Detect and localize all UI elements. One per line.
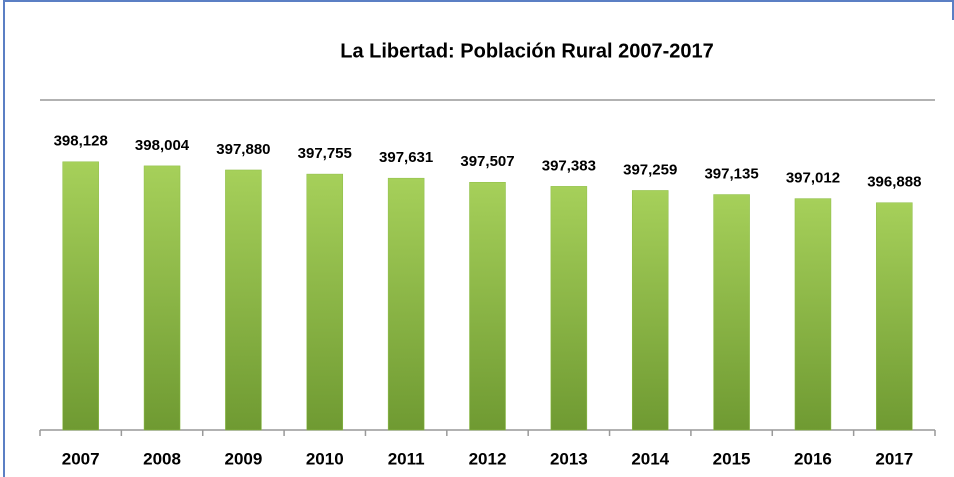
bar [143,165,181,431]
value-label: 397,507 [460,153,514,170]
bar [387,177,425,431]
x-tick-label: 2009 [224,449,262,468]
x-tick-label: 2010 [306,449,344,468]
bar [794,198,832,431]
x-tick-label: 2014 [631,449,669,468]
x-tick-label: 2012 [469,449,507,468]
x-tick-label: 2007 [62,449,100,468]
bar [550,186,588,431]
value-label: 397,135 [704,166,758,183]
x-tick-label: 2013 [550,449,588,468]
value-label: 397,259 [623,161,677,178]
value-label: 397,631 [379,149,433,166]
bar [631,190,669,431]
value-label: 397,383 [542,157,596,174]
value-label: 397,880 [216,141,270,158]
x-tick-label: 2008 [143,449,181,468]
value-label: 397,012 [786,170,840,187]
chart-title: La Libertad: Población Rural 2007-2017 [340,40,713,62]
bar [225,169,262,431]
x-tick-label: 2017 [875,449,913,468]
bar [62,161,99,431]
x-tick-label: 2015 [713,449,751,468]
value-label: 397,755 [298,145,352,162]
x-tick-label: 2011 [388,449,425,468]
value-label: 398,004 [135,137,190,154]
bar [306,173,344,431]
value-label: 396,888 [867,174,921,191]
bar [469,182,506,431]
bar [713,194,750,431]
x-tick-label: 2016 [794,449,832,468]
bar [876,202,913,431]
value-label: 398,128 [54,133,108,150]
